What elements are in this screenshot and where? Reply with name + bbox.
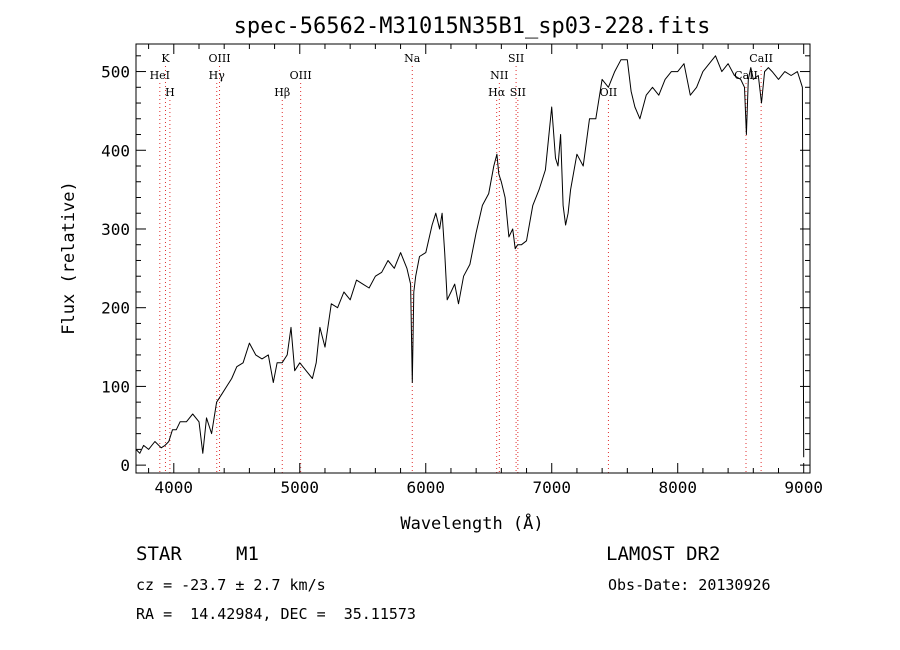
x-tick-label: 9000 (784, 478, 823, 497)
line-marker-label: OIII (208, 52, 230, 65)
x-tick-label: 5000 (281, 478, 320, 497)
object-class: STAR (136, 543, 182, 565)
survey-name: LAMOST DR2 (606, 543, 721, 565)
line-marker-label: SII (510, 86, 526, 99)
y-axis-label: Flux (relative) (59, 181, 79, 335)
x-tick-label: 6000 (406, 478, 445, 497)
coordinates-readout: RA = 14.42984, DEC = 35.11573 (136, 605, 416, 623)
x-tick-label: 8000 (658, 478, 697, 497)
axis-ticks: 4000 5000 6000 7000 8000 9000 0 100 200 300 400 500 (101, 44, 823, 497)
velocity-readout: cz = -23.7 ± 2.7 km/s (136, 576, 326, 594)
line-marker-label: HeI (150, 69, 170, 82)
y-tick-label: 100 (101, 377, 130, 396)
y-tick-label: 300 (101, 220, 130, 239)
plot-frame (135, 43, 811, 474)
line-marker-label: CaII (734, 69, 758, 82)
y-tick-label: 400 (101, 141, 130, 160)
x-tick-label: 7000 (532, 478, 571, 497)
spectrum-line (135, 55, 805, 458)
object-subclass: M1 (236, 543, 259, 565)
y-tick-label: 0 (120, 456, 130, 475)
spectrum-chart: spec-56562-M31015N35B1_sp03-228.fits Wav… (59, 14, 823, 534)
line-marker-label: Na (404, 52, 421, 65)
line-marker-label: K (161, 52, 170, 65)
y-tick-label: 500 (101, 63, 130, 82)
line-marker-label: Hβ (274, 86, 290, 99)
line-marker-label: CaII (749, 52, 773, 65)
line-marker-label: H (165, 86, 175, 99)
obs-date: Obs-Date: 20130926 (608, 576, 771, 594)
line-marker-label: NII (490, 69, 508, 82)
line-marker-label: SII (508, 52, 524, 65)
x-axis-label: Wavelength (Å) (400, 512, 543, 534)
line-marker-label: OII (600, 86, 618, 99)
line-marker-label: Hα (488, 86, 506, 99)
y-tick-label: 200 (101, 299, 130, 318)
chart-title: spec-56562-M31015N35B1_sp03-228.fits (234, 14, 711, 39)
x-tick-label: 4000 (155, 478, 194, 497)
line-marker-label: Hγ (209, 69, 226, 82)
line-marker-label: OIII (290, 69, 312, 82)
